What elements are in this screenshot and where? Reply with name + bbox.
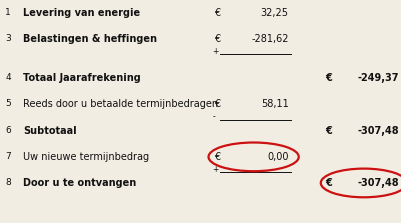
Text: Levering van energie: Levering van energie	[23, 8, 140, 18]
Text: 0,00: 0,00	[267, 152, 289, 162]
Text: €: €	[215, 8, 221, 18]
Text: 32,25: 32,25	[261, 8, 289, 18]
Text: 7: 7	[5, 152, 11, 161]
Text: €: €	[215, 152, 221, 162]
Text: -: -	[213, 112, 215, 122]
Text: 6: 6	[5, 126, 11, 134]
Text: -307,48: -307,48	[357, 178, 399, 188]
Text: €: €	[325, 178, 332, 188]
Text: Subtotaal: Subtotaal	[23, 126, 77, 136]
Text: €: €	[215, 99, 221, 109]
Text: Reeds door u betaalde termijnbedragen: Reeds door u betaalde termijnbedragen	[23, 99, 219, 109]
Text: 3: 3	[5, 34, 11, 43]
Text: €: €	[325, 73, 332, 83]
Text: -307,48: -307,48	[357, 126, 399, 136]
Text: Door u te ontvangen: Door u te ontvangen	[23, 178, 136, 188]
Text: -281,62: -281,62	[251, 34, 289, 44]
Text: Uw nieuwe termijnbedrag: Uw nieuwe termijnbedrag	[23, 152, 150, 162]
Text: 1: 1	[5, 8, 11, 17]
Text: +: +	[213, 47, 219, 56]
Text: 4: 4	[5, 73, 11, 82]
Text: 58,11: 58,11	[261, 99, 289, 109]
Text: 5: 5	[5, 99, 11, 108]
Text: +: +	[213, 165, 219, 174]
Text: €: €	[215, 34, 221, 44]
Text: Belastingen & heffingen: Belastingen & heffingen	[23, 34, 157, 44]
Text: €: €	[325, 126, 332, 136]
Text: -249,37: -249,37	[358, 73, 399, 83]
Text: 8: 8	[5, 178, 11, 187]
Text: Totaal Jaarafrekening: Totaal Jaarafrekening	[23, 73, 141, 83]
